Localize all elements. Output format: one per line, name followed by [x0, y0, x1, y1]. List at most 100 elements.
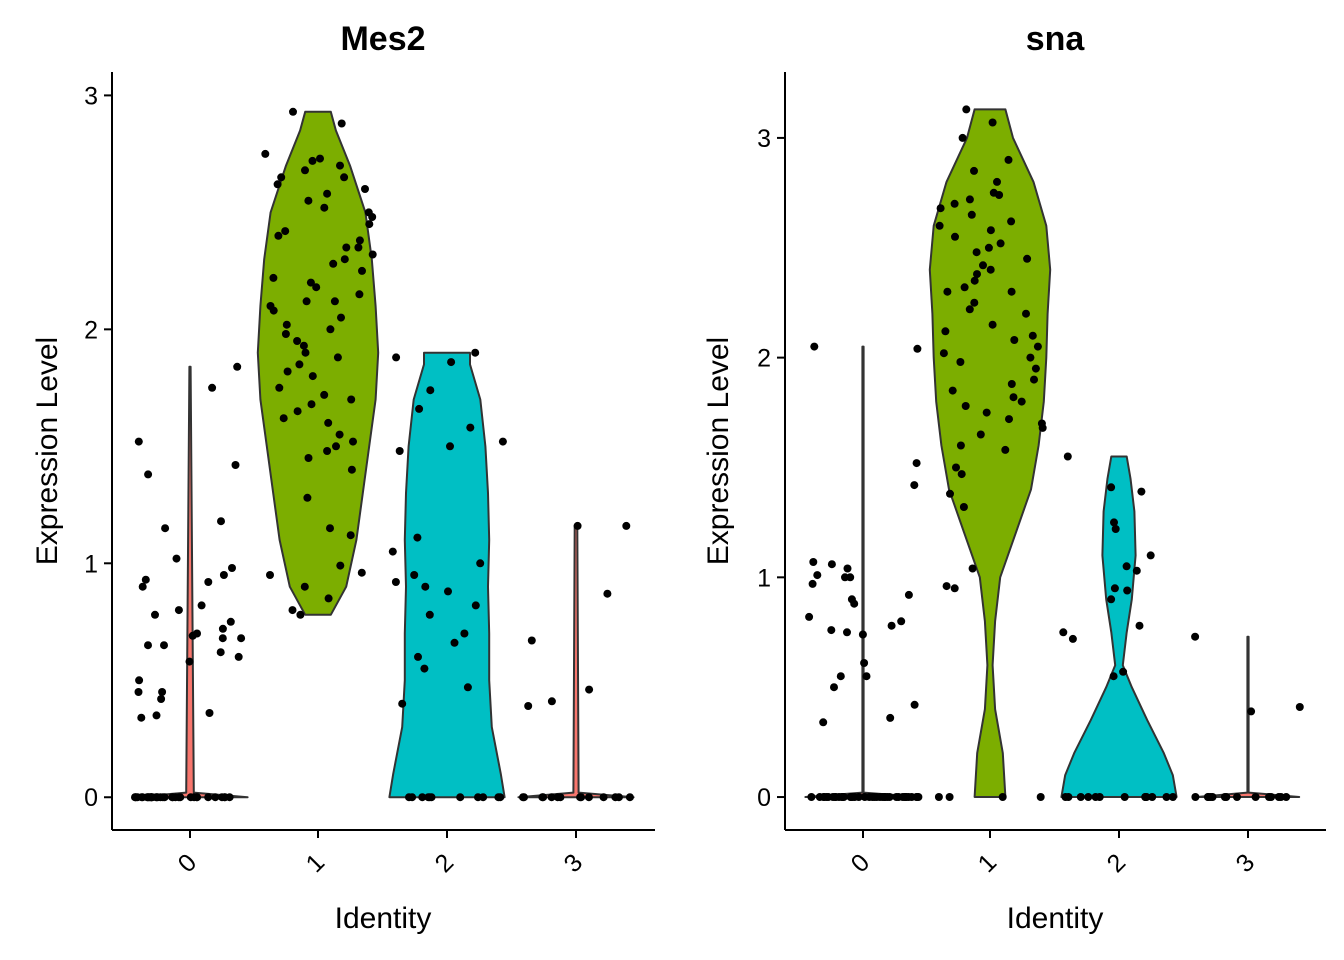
data-point [168, 793, 177, 802]
data-point [939, 349, 948, 358]
x-ticks: 0 1 2 3 [846, 830, 1260, 878]
data-point [862, 672, 871, 681]
data-point [471, 601, 480, 610]
y-tick-label: 1 [84, 550, 98, 578]
data-point [988, 320, 997, 329]
data-point [277, 173, 286, 182]
data-point [266, 571, 274, 579]
data-point [830, 683, 838, 692]
data-point [970, 276, 979, 285]
data-point [1007, 380, 1016, 388]
x-tick-label: 3 [559, 848, 589, 878]
data-point [1026, 353, 1035, 362]
data-point [354, 243, 363, 252]
data-point [1107, 595, 1116, 604]
data-point [1017, 397, 1026, 406]
data-point [885, 793, 894, 801]
data-point [337, 313, 345, 322]
data-point [1135, 621, 1144, 630]
data-point [1222, 793, 1231, 801]
data-point [204, 793, 213, 802]
y-tick-label: 3 [84, 82, 98, 110]
data-point [410, 571, 419, 579]
data-point [134, 688, 143, 696]
data-point [1036, 793, 1045, 801]
y-tick-label: 2 [84, 316, 98, 344]
data-point [135, 676, 144, 685]
data-point [996, 239, 1005, 248]
data-point [392, 353, 401, 362]
data-point [161, 524, 170, 533]
data-point [1251, 793, 1260, 801]
data-point [956, 441, 965, 450]
data-point [444, 587, 452, 596]
data-point [303, 493, 312, 502]
data-point [553, 793, 562, 802]
data-point [231, 461, 240, 469]
data-point [952, 463, 960, 472]
data-point [233, 362, 242, 371]
data-point [1119, 667, 1128, 676]
data-point [968, 564, 977, 573]
data-point [1107, 483, 1116, 492]
data-point [226, 617, 235, 626]
data-point [1063, 452, 1072, 461]
data-point [368, 250, 377, 259]
y-tick-label: 2 [757, 345, 771, 373]
data-point [134, 437, 143, 446]
data-point [1267, 793, 1276, 801]
x-ticks: 0 1 2 3 [173, 830, 589, 878]
data-point [810, 342, 819, 351]
data-point [1191, 793, 1200, 801]
data-point [986, 226, 995, 235]
violin-2 [1060, 455, 1178, 798]
data-point [447, 358, 456, 367]
point-layer [131, 107, 634, 802]
data-point [347, 395, 356, 404]
data-point [892, 793, 901, 801]
x-axis-title: Identity [1007, 902, 1104, 935]
data-point [219, 571, 228, 579]
data-point [910, 481, 919, 490]
data-point [218, 624, 227, 633]
violin-1 [256, 110, 380, 616]
data-point [1076, 793, 1085, 801]
data-point [843, 564, 852, 573]
data-point [941, 327, 950, 336]
data-point [424, 793, 433, 802]
data-point [204, 578, 213, 586]
data-point [970, 166, 978, 175]
data-point [466, 423, 475, 432]
data-point [323, 189, 332, 198]
data-point [1141, 793, 1150, 801]
data-point [527, 636, 536, 645]
data-point [152, 711, 161, 720]
data-point [1282, 793, 1291, 801]
data-point [300, 582, 309, 591]
data-point [524, 702, 533, 710]
data-point [471, 348, 480, 357]
y-tick-label: 0 [757, 784, 771, 812]
data-point [398, 699, 407, 708]
data-point [1110, 518, 1118, 527]
data-point [850, 599, 859, 608]
data-point [1007, 217, 1016, 226]
data-point [474, 793, 482, 802]
data-point [957, 470, 966, 479]
data-point [185, 657, 194, 666]
data-point [819, 793, 828, 801]
data-point [395, 447, 404, 455]
data-point [897, 617, 906, 626]
data-point [831, 793, 840, 801]
data-point [961, 402, 970, 410]
data-point [865, 793, 874, 801]
data-point [320, 203, 329, 212]
data-point [316, 154, 324, 163]
data-point [289, 107, 297, 116]
data-point [498, 437, 507, 446]
data-point [976, 430, 985, 439]
data-point [324, 418, 333, 427]
data-point [405, 793, 413, 802]
data-point [361, 185, 369, 193]
